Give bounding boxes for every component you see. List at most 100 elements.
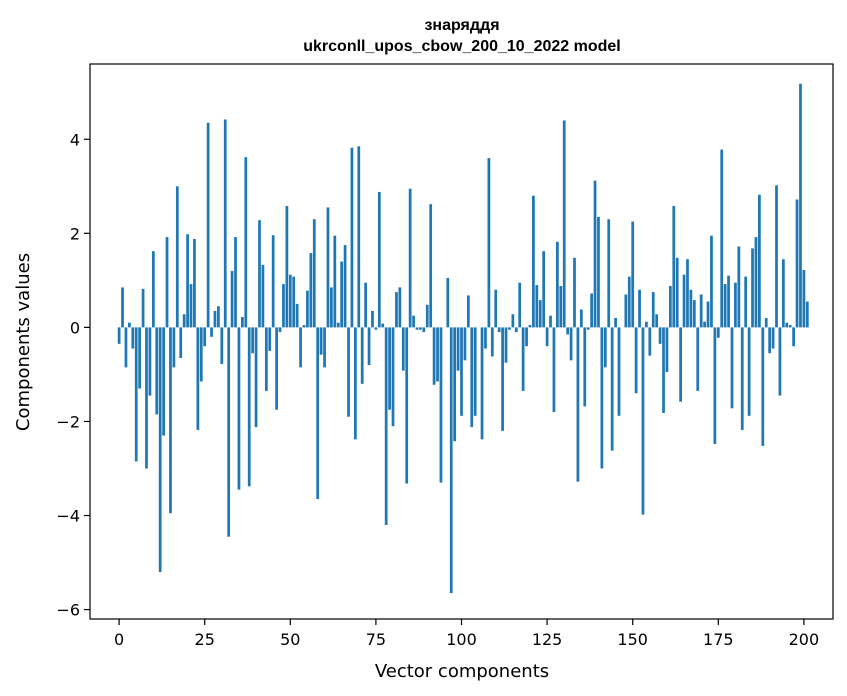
bar xyxy=(388,327,391,410)
bar xyxy=(360,327,364,384)
bar xyxy=(665,327,669,373)
bar xyxy=(343,245,347,328)
bar xyxy=(497,327,501,333)
bar xyxy=(713,327,717,445)
bar xyxy=(775,185,778,328)
bar xyxy=(261,264,265,328)
bar xyxy=(805,301,809,328)
bar xyxy=(278,327,282,333)
bar xyxy=(699,294,703,328)
bar xyxy=(217,306,220,328)
bar xyxy=(703,321,706,328)
bar xyxy=(162,327,165,436)
bar xyxy=(405,327,409,484)
bar xyxy=(460,327,463,416)
bar xyxy=(336,322,340,328)
bar xyxy=(234,237,237,328)
bar xyxy=(449,327,453,594)
bar xyxy=(799,83,802,328)
bar xyxy=(573,257,576,328)
bar xyxy=(326,207,330,328)
bar xyxy=(323,327,326,368)
bar xyxy=(247,327,251,487)
bar xyxy=(131,327,135,349)
bar xyxy=(672,206,676,328)
y-tick-label: −6 xyxy=(56,601,80,620)
bar xyxy=(182,314,186,328)
bar xyxy=(542,251,546,328)
bar xyxy=(504,327,508,363)
bar xyxy=(316,327,320,500)
bar xyxy=(480,327,484,440)
bar xyxy=(525,327,528,347)
x-tick-label: 100 xyxy=(446,630,477,649)
bar xyxy=(744,276,748,328)
bar xyxy=(227,327,231,537)
bar xyxy=(271,235,275,328)
bar xyxy=(473,327,477,416)
bar xyxy=(696,327,700,391)
bar xyxy=(508,327,511,330)
bar xyxy=(412,315,415,328)
bar xyxy=(795,199,799,328)
bar xyxy=(264,327,268,391)
bar xyxy=(716,327,720,338)
bar xyxy=(566,327,570,335)
bar xyxy=(285,206,289,328)
bar xyxy=(785,322,789,328)
bar xyxy=(668,286,672,328)
bar xyxy=(175,186,179,328)
bar xyxy=(692,300,696,328)
bar xyxy=(288,274,292,328)
bar xyxy=(353,327,357,440)
bar xyxy=(401,327,405,371)
bar xyxy=(521,327,525,391)
bar xyxy=(203,327,207,347)
bar xyxy=(559,286,563,328)
bar xyxy=(768,327,772,354)
bar xyxy=(747,327,751,416)
bar xyxy=(610,327,614,451)
bar xyxy=(740,327,744,430)
bar xyxy=(429,204,433,328)
bar xyxy=(734,282,737,328)
bar xyxy=(377,191,381,328)
bar xyxy=(189,284,193,328)
bar xyxy=(655,314,659,328)
bar xyxy=(330,287,333,328)
bar xyxy=(624,294,628,328)
bar xyxy=(788,325,792,328)
bar xyxy=(518,282,522,328)
bar xyxy=(484,327,487,349)
bar xyxy=(415,327,419,330)
bar xyxy=(237,327,241,490)
bar xyxy=(501,327,504,431)
bar xyxy=(470,327,474,428)
bar xyxy=(422,327,426,333)
bar xyxy=(220,327,224,365)
x-tick-label: 50 xyxy=(280,630,300,649)
bar xyxy=(538,300,542,328)
bar xyxy=(145,327,148,469)
bar xyxy=(494,289,498,328)
bar xyxy=(206,122,210,328)
bar xyxy=(675,257,679,328)
bar xyxy=(347,327,350,417)
bar xyxy=(374,327,378,330)
bar xyxy=(569,327,573,361)
bar xyxy=(631,221,635,328)
bar xyxy=(230,270,234,328)
bar xyxy=(398,287,402,328)
bar xyxy=(299,327,302,368)
bar xyxy=(579,309,583,328)
y-tick-label: −2 xyxy=(56,412,80,431)
bar xyxy=(710,235,713,328)
bar xyxy=(128,322,131,328)
bar xyxy=(196,327,200,430)
bar xyxy=(689,289,693,328)
bar xyxy=(792,327,795,347)
bar xyxy=(802,270,806,328)
bar xyxy=(155,327,159,415)
